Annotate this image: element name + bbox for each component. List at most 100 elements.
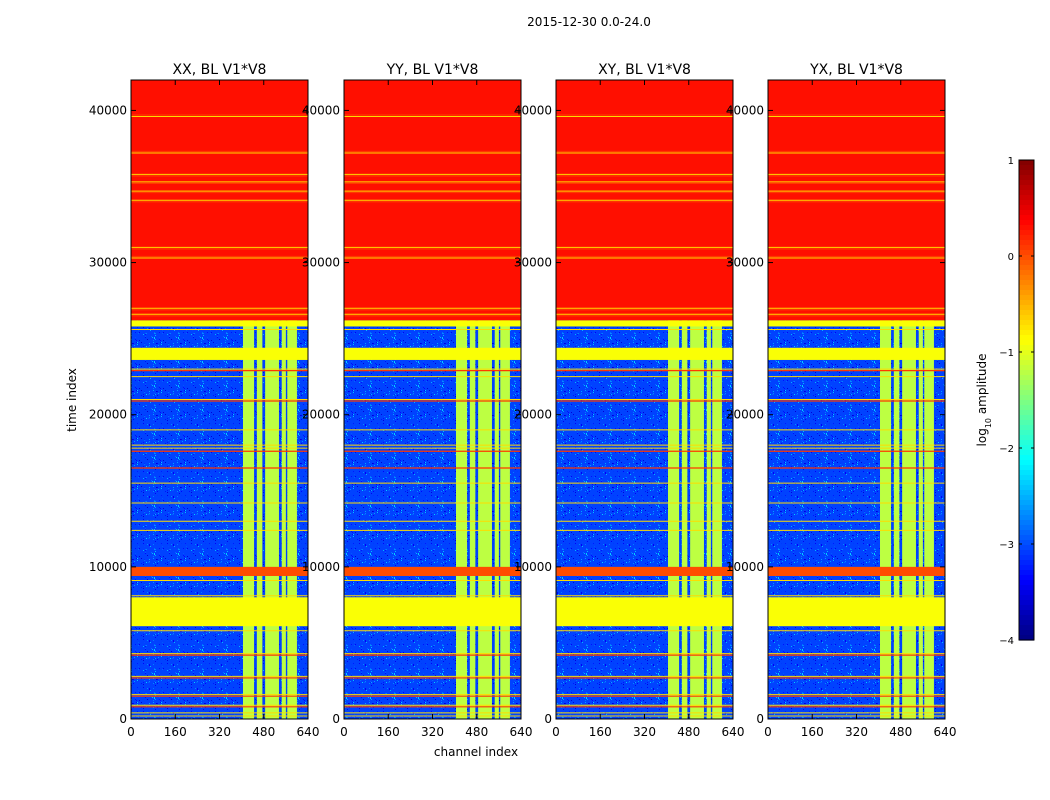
x-tick-label: 640 [934, 725, 957, 739]
colorbar-tick-label: −4 [999, 636, 1014, 647]
colorbar-segment [1019, 365, 1034, 371]
colorbar-segment [1019, 305, 1034, 311]
panel: YX, BL V1*V8 0 160 320 480 640 0 10000 20000 3000… [726, 62, 957, 739]
colorbar-tick-label: −2 [999, 444, 1014, 455]
colorbar-segment [1019, 465, 1034, 471]
x-tick-label: 480 [889, 725, 912, 739]
y-tick-label: 0 [544, 712, 552, 726]
x-axis-label: channel index [434, 745, 518, 759]
colorbar-segment [1019, 195, 1034, 201]
panel: YY, BL V1*V8 0 160 320 480 640 0 10000 20000 3000… [302, 62, 533, 739]
panel-title: YY, BL V1*V8 [386, 62, 479, 78]
colorbar-segment [1019, 580, 1034, 586]
colorbar-segment [1019, 390, 1034, 396]
y-tick-label: 30000 [302, 256, 340, 270]
colorbar-segment [1019, 615, 1034, 621]
colorbar-segment [1019, 585, 1034, 591]
y-tick-label: 20000 [726, 408, 764, 422]
colorbar-segment [1019, 605, 1034, 611]
colorbar-segment [1019, 495, 1034, 501]
colorbar-segment [1019, 625, 1034, 631]
colorbar-segment [1019, 215, 1034, 221]
colorbar-segment [1019, 510, 1034, 516]
colorbar-segment [1019, 435, 1034, 441]
x-tick-label: 480 [252, 725, 275, 739]
colorbar-segment [1019, 620, 1034, 626]
time-region [344, 320, 521, 327]
panel: XY, BL V1*V8 0 160 320 480 640 0 10000 20000 3000… [514, 62, 745, 739]
colorbar-segment [1019, 385, 1034, 391]
colorbar-segment [1019, 410, 1034, 416]
time-region [556, 597, 733, 627]
x-tick-label: 480 [677, 725, 700, 739]
colorbar-segment [1019, 345, 1034, 351]
y-tick-label: 40000 [89, 103, 127, 117]
colorbar-segment [1019, 320, 1034, 326]
x-tick-label: 160 [377, 725, 400, 739]
y-tick-label: 20000 [302, 408, 340, 422]
colorbar-segment [1019, 470, 1034, 476]
colorbar-segment [1019, 480, 1034, 486]
colorbar-segment [1019, 560, 1034, 566]
colorbar-segment [1019, 450, 1034, 456]
colorbar-frame [1018, 159, 1035, 641]
colorbar-segment [1019, 240, 1034, 246]
x-tick-label: 640 [297, 725, 320, 739]
y-tick-label: 40000 [514, 103, 552, 117]
colorbar-segment [1019, 285, 1034, 291]
x-tick-label: 480 [465, 725, 488, 739]
time-region [344, 347, 521, 360]
colorbar-segment [1019, 400, 1034, 406]
colorbar-segment [1019, 255, 1034, 261]
colorbar-segment [1019, 535, 1034, 541]
y-tick-label: 0 [119, 712, 127, 726]
colorbar-segment [1019, 440, 1034, 446]
colorbar-segment [1019, 350, 1034, 356]
colorbar-segment [1019, 520, 1034, 526]
colorbar-segment [1019, 630, 1034, 636]
time-region [768, 597, 945, 627]
y-tick-label: 40000 [302, 103, 340, 117]
colorbar-segment [1019, 295, 1034, 301]
colorbar-segment [1019, 175, 1034, 181]
colorbar-segment [1019, 370, 1034, 376]
y-tick-label: 20000 [89, 408, 127, 422]
time-region [344, 566, 521, 576]
colorbar-segment [1019, 460, 1034, 466]
colorbar-segment [1019, 280, 1034, 286]
y-tick-label: 30000 [514, 256, 552, 270]
colorbar-segment [1019, 355, 1034, 361]
colorbar-tick-label: 1 [1008, 156, 1014, 167]
panel-title: XY, BL V1*V8 [598, 62, 691, 78]
colorbar-segment [1019, 635, 1034, 641]
colorbar-segment [1019, 590, 1034, 596]
colorbar-segment [1019, 570, 1034, 576]
time-region [344, 597, 521, 627]
x-tick-label: 160 [801, 725, 824, 739]
colorbar-segment [1019, 180, 1034, 186]
x-tick-label: 640 [510, 725, 533, 739]
colorbar-segment [1019, 235, 1034, 241]
colorbar-segment [1019, 330, 1034, 336]
colorbar-segment [1019, 225, 1034, 231]
colorbar-segment [1019, 500, 1034, 506]
y-tick-label: 30000 [726, 256, 764, 270]
colorbar-segment [1019, 540, 1034, 546]
y-axis-label: time index [65, 368, 79, 432]
panel-title: XX, BL V1*V8 [173, 62, 267, 78]
y-tick-label: 10000 [302, 560, 340, 574]
colorbar-segment [1019, 550, 1034, 556]
colorbar-segment [1019, 525, 1034, 531]
colorbar-segment [1019, 160, 1034, 166]
colorbar-segment [1019, 485, 1034, 491]
colorbar-segment [1019, 430, 1034, 436]
colorbar-segment [1019, 270, 1034, 276]
colorbar-segment [1019, 360, 1034, 366]
colorbar-segment [1019, 220, 1034, 226]
x-tick-label: 0 [764, 725, 772, 739]
time-region [556, 347, 733, 360]
time-region [131, 347, 308, 360]
colorbar-segment [1019, 475, 1034, 481]
x-tick-label: 160 [164, 725, 187, 739]
